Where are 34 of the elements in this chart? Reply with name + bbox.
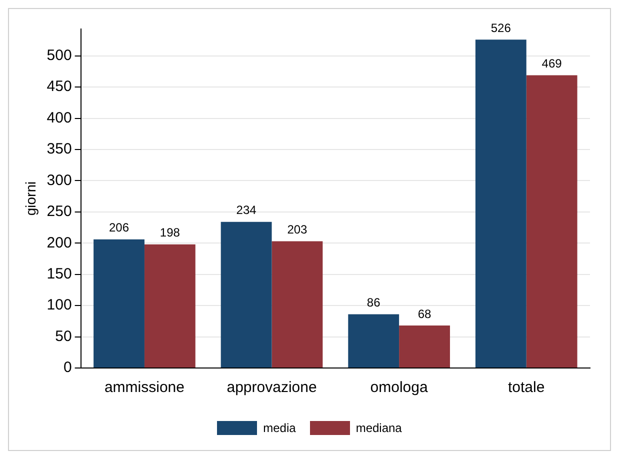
bar: [144, 244, 196, 368]
data-label: 198: [160, 226, 180, 240]
data-label: 86: [366, 296, 381, 310]
y-tick-label: 200: [46, 234, 72, 252]
x-tick-label: approvazione: [226, 379, 317, 396]
y-tick-label: 150: [46, 265, 72, 282]
data-label: 68: [418, 306, 432, 321]
bar: [272, 241, 323, 368]
data-label: 206: [109, 220, 130, 235]
y-tick-label: 500: [46, 46, 72, 64]
bar: [475, 40, 526, 368]
bar: [220, 222, 272, 368]
y-axis-title: giorni: [22, 181, 38, 216]
y-tick-label: 350: [46, 140, 72, 158]
data-label: 526: [490, 20, 512, 35]
bar: [348, 314, 400, 368]
x-tick-label: totale: [508, 379, 545, 396]
data-label: 469: [542, 56, 562, 71]
legend-label: media: [263, 421, 296, 435]
data-label: 234: [236, 203, 257, 218]
y-tick-label: 0: [63, 359, 72, 376]
bar: [94, 239, 144, 368]
bar: [399, 326, 450, 368]
x-tick-label: ammissione: [104, 379, 184, 396]
x-tick-label: omologa: [370, 379, 428, 396]
y-tick-label: 300: [46, 172, 72, 189]
y-tick-label: 250: [46, 203, 72, 220]
y-tick-label: 400: [46, 109, 72, 126]
y-tick-label: 450: [46, 78, 72, 96]
y-tick-label: 100: [46, 296, 72, 314]
y-tick-label: 50: [55, 328, 72, 345]
legend-label: mediana: [356, 421, 402, 435]
data-label: 203: [287, 222, 308, 237]
bar: [526, 75, 578, 368]
